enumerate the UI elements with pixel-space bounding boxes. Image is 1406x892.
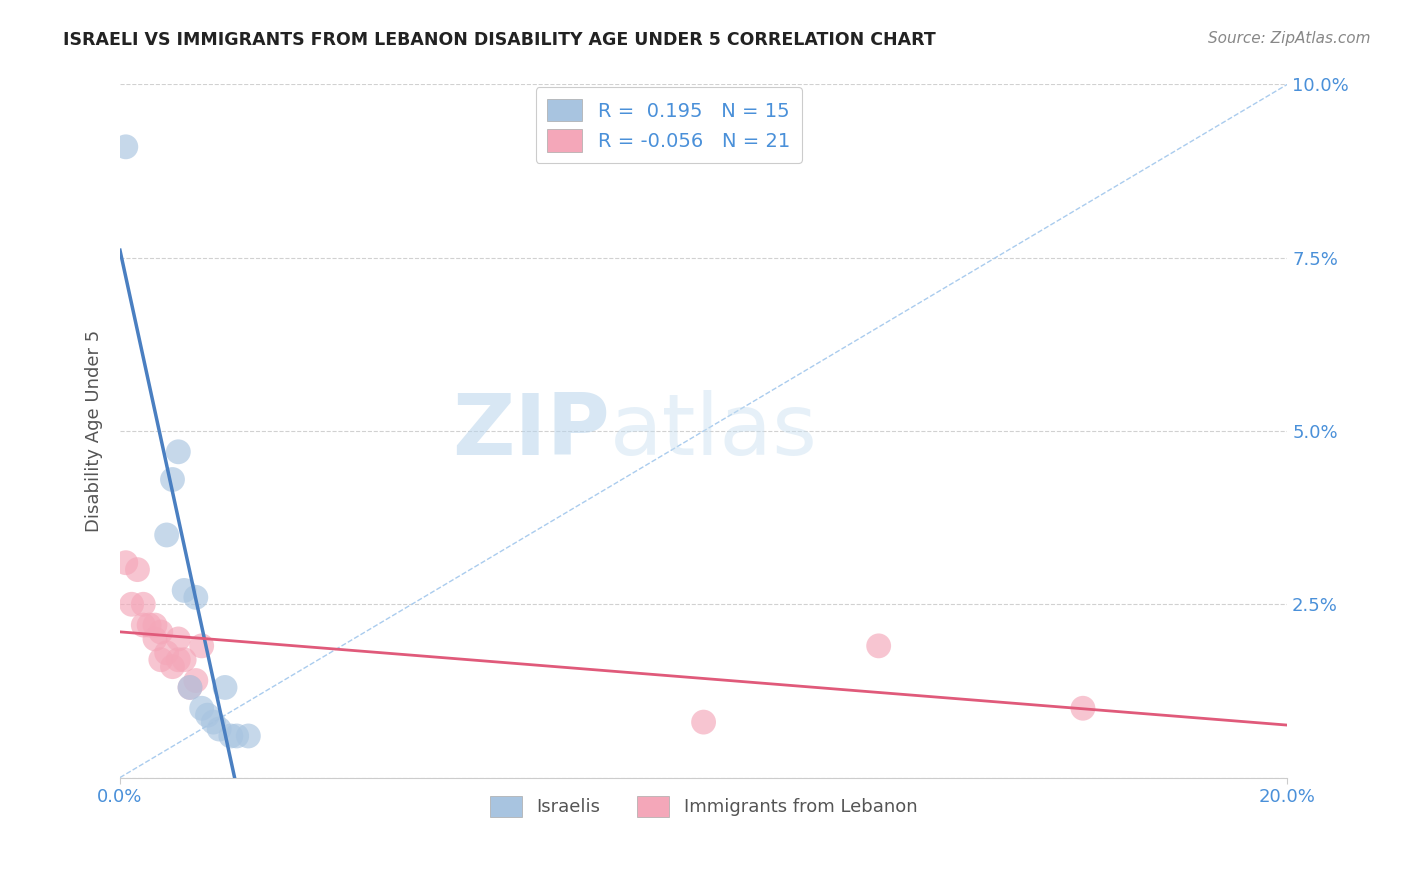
Point — [184, 673, 207, 688]
Point — [162, 659, 184, 673]
Point — [143, 632, 166, 646]
Point — [868, 639, 890, 653]
Point — [114, 556, 136, 570]
Point — [167, 653, 190, 667]
Point — [167, 444, 190, 458]
Point — [225, 729, 247, 743]
Point — [143, 618, 166, 632]
Point — [219, 729, 242, 743]
Point — [149, 625, 172, 640]
Point — [179, 681, 201, 695]
Text: ISRAELI VS IMMIGRANTS FROM LEBANON DISABILITY AGE UNDER 5 CORRELATION CHART: ISRAELI VS IMMIGRANTS FROM LEBANON DISAB… — [63, 31, 936, 49]
Text: atlas: atlas — [610, 390, 818, 473]
Point — [156, 646, 179, 660]
Point — [167, 632, 190, 646]
Text: ZIP: ZIP — [453, 390, 610, 473]
Point — [190, 701, 212, 715]
Point — [121, 597, 143, 611]
Point — [179, 681, 201, 695]
Point — [197, 708, 219, 723]
Point — [138, 618, 160, 632]
Point — [173, 583, 195, 598]
Point — [1071, 701, 1094, 715]
Point — [208, 722, 231, 736]
Point — [692, 715, 714, 730]
Point — [114, 140, 136, 154]
Point — [202, 715, 225, 730]
Point — [127, 563, 149, 577]
Point — [132, 618, 155, 632]
Point — [190, 639, 212, 653]
Point — [149, 653, 172, 667]
Point — [156, 528, 179, 542]
Point — [214, 681, 236, 695]
Point — [238, 729, 260, 743]
Point — [173, 653, 195, 667]
Point — [184, 591, 207, 605]
Text: Source: ZipAtlas.com: Source: ZipAtlas.com — [1208, 31, 1371, 46]
Point — [162, 473, 184, 487]
Point — [132, 597, 155, 611]
Legend: Israelis, Immigrants from Lebanon: Israelis, Immigrants from Lebanon — [482, 789, 925, 824]
Y-axis label: Disability Age Under 5: Disability Age Under 5 — [86, 330, 103, 533]
